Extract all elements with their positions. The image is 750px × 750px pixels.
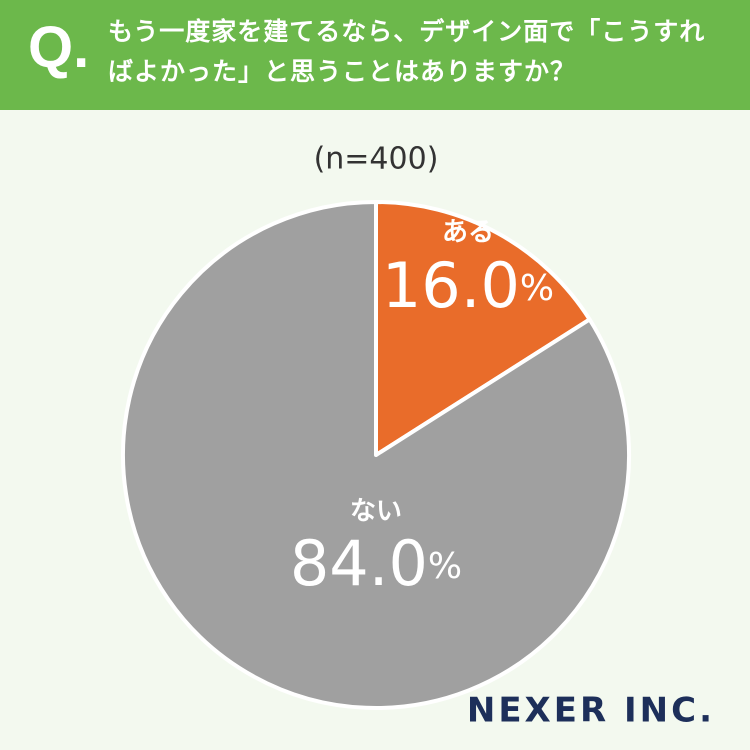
category-label: ない	[350, 497, 402, 527]
value-label: 16.0%	[382, 249, 554, 322]
logo: NEXER INC.	[467, 691, 715, 731]
value-label: 84.0%	[290, 527, 462, 600]
question-label: Q.	[28, 15, 90, 80]
category-label: ある	[442, 218, 494, 248]
chart-subtitle: (n=400)	[314, 142, 439, 177]
chart-title: もう一度家を建てるなら、デザイン面で「こうすればよかった」と思うことはありますか…	[108, 17, 706, 86]
header: Q. もう一度家を建てるなら、デザイン面で「こうすればよかった」と思うことはあり…	[0, 0, 750, 110]
pie-slice	[121, 200, 631, 710]
pie-slice	[374, 200, 592, 457]
